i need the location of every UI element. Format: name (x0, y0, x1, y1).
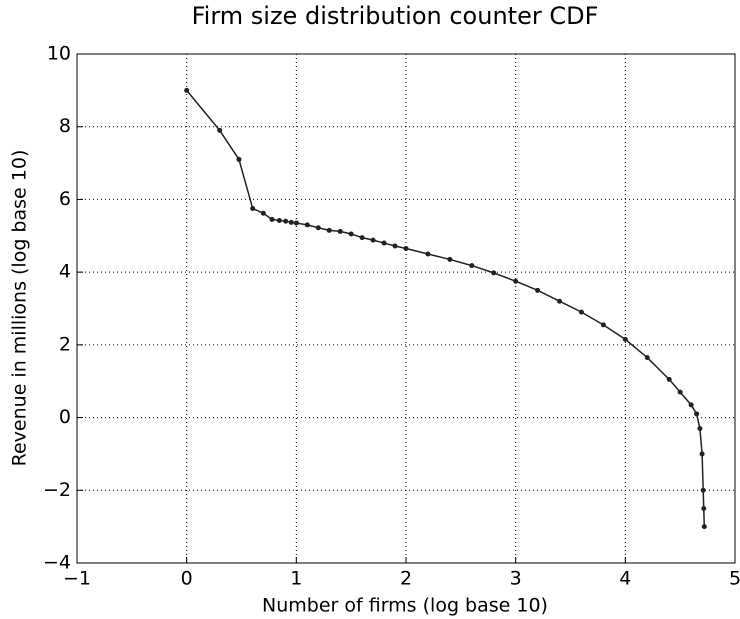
point (688, 402, 694, 408)
y-tick-label: −4 (43, 552, 71, 574)
point (276, 218, 282, 224)
y-tick-label: −2 (43, 479, 71, 501)
point (260, 210, 266, 216)
point (184, 87, 190, 93)
point (381, 240, 387, 246)
y-tick-label: 2 (59, 333, 71, 355)
point (491, 270, 497, 276)
point (600, 322, 606, 328)
point (701, 524, 707, 530)
y-tick-label: 8 (59, 115, 71, 137)
point (288, 219, 294, 225)
point (293, 220, 299, 226)
y-tick-label: 10 (47, 43, 71, 65)
point (557, 298, 563, 304)
point (697, 425, 703, 431)
point (370, 237, 376, 243)
point (315, 225, 321, 231)
point (677, 389, 683, 395)
point (304, 222, 310, 228)
y-tick-label: 6 (59, 188, 71, 210)
point (535, 287, 541, 293)
x-tick-label: 0 (181, 568, 193, 590)
x-axis-label: Number of firms (log base 10) (262, 595, 548, 617)
point (513, 278, 519, 284)
plot-frame (76, 53, 736, 564)
point (392, 243, 398, 249)
point (250, 206, 256, 212)
point (700, 487, 706, 493)
point (447, 256, 453, 262)
x-tick-label: 4 (619, 568, 631, 590)
x-tick-label: −1 (63, 568, 91, 590)
point (622, 336, 628, 342)
point (578, 309, 584, 315)
point (348, 231, 354, 237)
y-tick-label: 4 (59, 261, 71, 283)
point (694, 411, 700, 417)
point (701, 505, 707, 511)
point (666, 376, 672, 382)
point (337, 228, 343, 234)
point (469, 263, 475, 269)
x-tick-label: 3 (510, 568, 522, 590)
point (425, 251, 431, 257)
point (644, 355, 650, 361)
point (236, 156, 242, 162)
chart-title: Firm size distribution counter CDF (192, 2, 599, 30)
point (283, 218, 289, 224)
point (699, 451, 705, 457)
y-axis-label: Revenue in millions (log base 10) (9, 150, 31, 467)
x-tick-label: 2 (400, 568, 412, 590)
series-line (186, 89, 706, 527)
x-tick-label: 5 (729, 568, 740, 590)
point (403, 246, 409, 252)
y-tick-label: 0 (59, 406, 71, 428)
point (326, 227, 332, 233)
x-tick-label: 1 (290, 568, 302, 590)
point (359, 235, 365, 241)
point (269, 216, 275, 222)
point (217, 127, 223, 133)
